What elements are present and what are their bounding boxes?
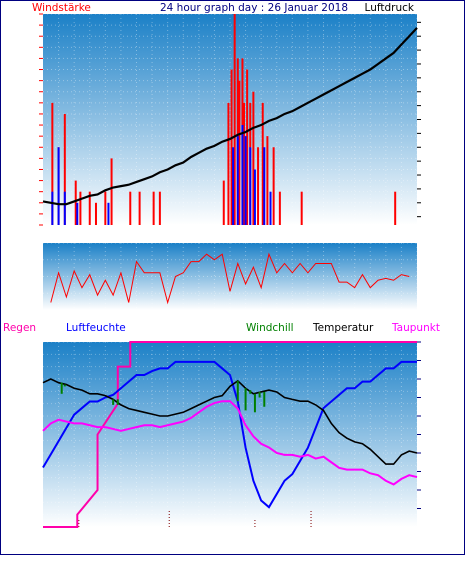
- windchill-legend: Windchill: [246, 322, 294, 334]
- dewpoint-line: [42, 400, 418, 486]
- humidity-axis-title: Luftfeuchte: [66, 322, 126, 334]
- pressure-line: [42, 27, 418, 206]
- humidity-temperature-grid: [43, 341, 418, 528]
- humidity-temperature-panel: [42, 341, 421, 528]
- temperature-axis-ticks: [417, 341, 421, 509]
- wind-axis-title: Windstärke: [32, 2, 91, 14]
- wind-pressure-panel: [39, 13, 421, 226]
- rain-line: [43, 341, 417, 528]
- temperature-line: [42, 378, 418, 465]
- wind-direction-plot-area: [43, 243, 417, 310]
- astronomical-events: [78, 510, 312, 527]
- rain-axis-title: Regen: [3, 322, 36, 334]
- pressure-axis-ticks: [417, 21, 421, 218]
- wind-direction-line: [50, 252, 410, 305]
- wind-axis-ticks: [39, 13, 43, 226]
- pressure-axis-title: Luftdruck: [365, 2, 415, 14]
- wind-direction-panel: [43, 242, 418, 311]
- chart-title: 24 hour graph day : 26 Januar 2018: [160, 2, 348, 14]
- wind-gust-bars: [51, 125, 272, 225]
- humidity-line: [42, 360, 417, 509]
- temperature-legend: Temperatur: [312, 322, 374, 334]
- dewpoint-legend: Taupunkt: [391, 322, 440, 334]
- humidity-temperature-plot-area: [43, 342, 417, 527]
- windchill-marks: [60, 380, 266, 413]
